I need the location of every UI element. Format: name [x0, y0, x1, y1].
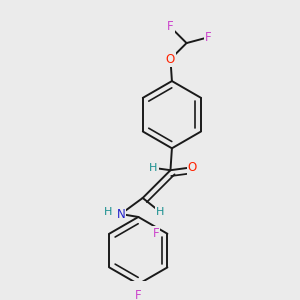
- Text: H: H: [104, 207, 113, 217]
- Text: O: O: [188, 161, 197, 174]
- Text: H: H: [149, 163, 158, 173]
- Text: H: H: [156, 207, 164, 217]
- Text: F: F: [135, 289, 142, 300]
- Text: F: F: [167, 20, 174, 34]
- Text: O: O: [166, 52, 175, 66]
- Text: F: F: [205, 31, 212, 44]
- Text: F: F: [152, 227, 159, 240]
- Text: N: N: [116, 208, 125, 220]
